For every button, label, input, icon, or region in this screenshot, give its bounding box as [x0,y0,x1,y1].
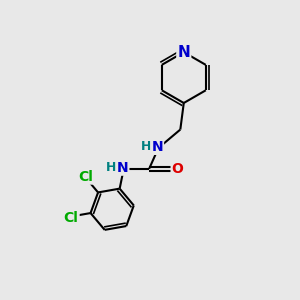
Text: N: N [152,140,163,154]
Text: Cl: Cl [64,211,79,225]
Text: O: O [172,162,184,176]
Text: N: N [177,45,190,60]
Text: H: H [140,140,151,153]
Text: Cl: Cl [78,169,93,184]
Text: N: N [117,161,128,175]
Text: H: H [106,161,116,174]
